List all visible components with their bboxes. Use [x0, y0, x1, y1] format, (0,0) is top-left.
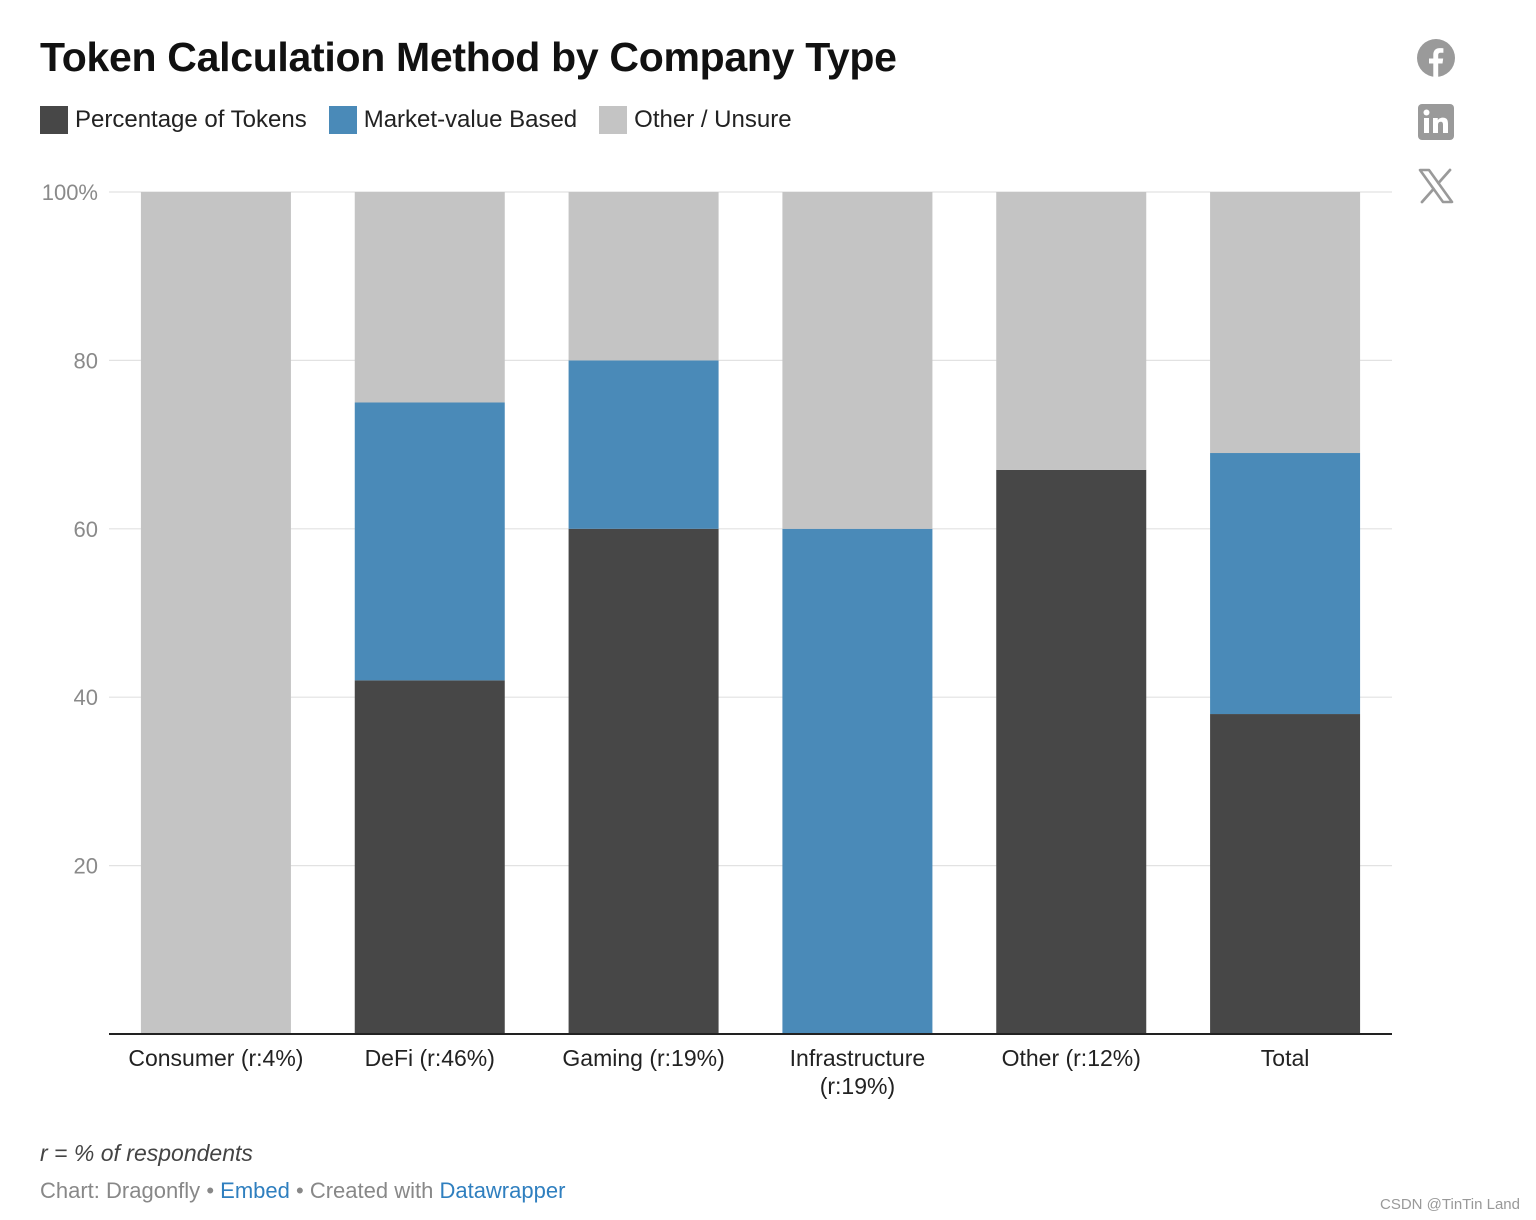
bar-segment	[1210, 714, 1361, 1034]
share-bar	[1414, 36, 1458, 228]
y-tick-label: 80	[74, 348, 98, 373]
bar-segment	[354, 192, 505, 403]
credits: Chart: Dragonfly • Embed • Created with …	[40, 1178, 565, 1204]
legend-swatch	[328, 106, 357, 134]
x-tick-label: (r:19%)	[820, 1073, 895, 1099]
x-tick-label: DeFi (r:46%)	[365, 1045, 495, 1071]
x-tick-label: Gaming (r:19%)	[562, 1045, 724, 1071]
legend-item: Other / Unsure	[599, 106, 792, 134]
y-tick-label: 40	[74, 685, 98, 710]
bar-segment	[354, 402, 505, 681]
bar-segment	[782, 528, 933, 1034]
chart-title: Token Calculation Method by Company Type	[40, 34, 897, 80]
y-tick-label: 100%	[42, 180, 98, 205]
legend-item: Market-value Based	[328, 106, 578, 134]
bar-segment	[568, 192, 719, 361]
datawrapper-link[interactable]: Datawrapper	[439, 1178, 566, 1203]
watermark: CSDN @TinTin Land	[1380, 1196, 1520, 1213]
y-tick-label: 20	[74, 854, 98, 879]
legend-label: Percentage of Tokens	[75, 106, 307, 133]
legend-swatch	[599, 106, 628, 134]
y-tick-label: 60	[74, 517, 98, 542]
x-tick-label: Consumer (r:4%)	[128, 1045, 303, 1071]
bar-segment	[996, 192, 1147, 470]
bar-segment	[996, 469, 1147, 1034]
stacked-bar-chart: 20 40 60 80 100% Consumer (r:4%) DeFi (r:46%) G…	[42, 180, 1392, 1099]
bar-segment	[354, 680, 505, 1034]
legend-label: Market-value Based	[363, 106, 578, 133]
linkedin-icon[interactable]	[1414, 100, 1458, 144]
bar-segment	[568, 528, 719, 1034]
x-icon[interactable]	[1414, 164, 1458, 208]
bar-segment	[1210, 453, 1361, 715]
created-with-text: Created with	[309, 1178, 434, 1203]
credit-source: Chart: Dragonfly	[40, 1178, 201, 1203]
bar-segment	[782, 192, 933, 529]
legend: Percentage of Tokens Market-value Based Ot…	[40, 106, 814, 134]
bar-segment	[568, 360, 719, 529]
bar-segment	[140, 192, 291, 1034]
legend-item: Percentage of Tokens	[40, 106, 307, 134]
bar-segment	[1210, 192, 1361, 454]
legend-label: Other / Unsure	[634, 106, 792, 133]
x-tick-label: Other (r:12%)	[1002, 1045, 1141, 1071]
facebook-icon[interactable]	[1414, 36, 1458, 80]
credit-separator: •	[295, 1178, 304, 1203]
x-tick-label: Total	[1261, 1045, 1310, 1071]
legend-swatch	[40, 106, 68, 134]
embed-link[interactable]: Embed	[220, 1178, 290, 1203]
credit-separator: •	[206, 1178, 215, 1203]
x-tick-label: Infrastructure	[790, 1045, 926, 1071]
footnote: r = % of respondents	[40, 1140, 253, 1166]
